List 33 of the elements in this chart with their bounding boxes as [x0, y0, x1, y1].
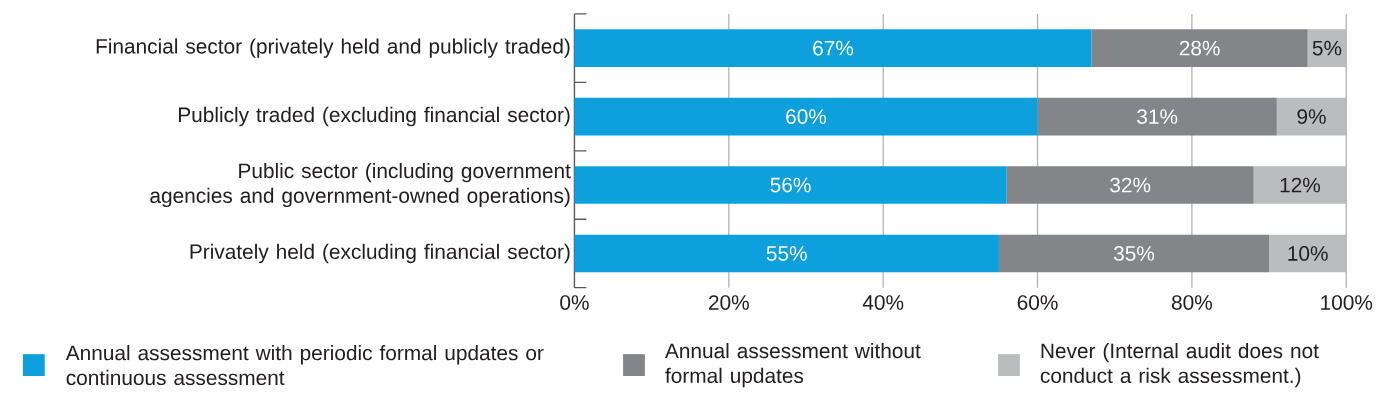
bar	[1091, 29, 1308, 68]
bar	[574, 234, 999, 273]
bar	[1037, 97, 1277, 136]
y-tick-label: Privately held (excluding financial sector)	[190, 243, 570, 264]
data-label: 55%	[766, 246, 807, 261]
x-tick-label: 0%	[560, 295, 589, 310]
data-label: 32%	[1110, 177, 1151, 193]
bar	[998, 234, 1270, 273]
x-tick-label: 40%	[862, 295, 904, 310]
x-tick-label: 60%	[1017, 295, 1058, 310]
data-label: 67%	[813, 40, 854, 56]
x-tick-label: 100%	[1321, 295, 1373, 310]
data-label: 60%	[786, 109, 827, 125]
data-label: 31%	[1137, 109, 1178, 125]
x-tick-label: 20%	[709, 295, 749, 310]
data-label: 12%	[1280, 177, 1321, 193]
y-tick-label: Publicly traded (excluding financial sector)	[178, 106, 570, 127]
data-label: 9%	[1297, 109, 1326, 125]
bar	[1006, 166, 1254, 204]
y-tick-label: Public sector (including government agencies and government-owned operations)	[150, 163, 571, 208]
bar	[574, 166, 1007, 204]
legend-label: Annual assessment with periodic formal updates or continuous assessment	[65, 345, 544, 386]
data-label: 10%	[1288, 246, 1328, 261]
data-label: 28%	[1179, 40, 1220, 56]
y-tick-label: Financial sector (privately held and publicly traded)	[96, 38, 570, 58]
legend-label: Never (Internal audit does not conduct a risk assessment.)	[1040, 343, 1319, 388]
data-label: 5%	[1312, 40, 1342, 56]
data-label: 35%	[1113, 246, 1155, 261]
x-tick-label: 80%	[1171, 295, 1212, 310]
legend-label: Annual assessment without formal updates	[664, 343, 921, 388]
data-label: 56%	[770, 177, 811, 193]
bar	[574, 97, 1038, 136]
bar	[574, 29, 1092, 68]
